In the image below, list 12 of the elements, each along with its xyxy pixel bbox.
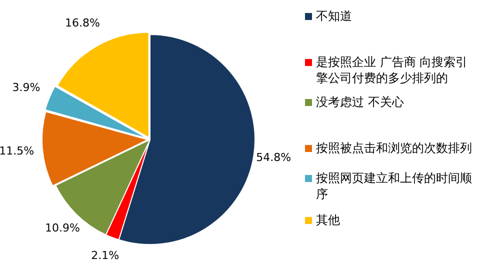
- data-label: 3.9%: [12, 81, 40, 94]
- legend-label: 按照被点击和浏览的次数排列: [316, 140, 473, 156]
- legend-label: 其他: [316, 212, 341, 228]
- data-label: 2.1%: [91, 249, 120, 262]
- data-label: 16.8%: [65, 16, 100, 30]
- legend-label: 是按照企业 广告商 向搜索引擎公司付费的多少排列的: [316, 54, 469, 86]
- data-label: 10.9%: [44, 222, 80, 235]
- legend-label: 不知道: [316, 8, 353, 24]
- data-label: 11.5%: [0, 144, 34, 158]
- legend-label: 没考虑过 不关心: [316, 94, 405, 110]
- data-label: 54.8%: [256, 151, 292, 164]
- legend-label: 按照网页建立和上传的时间顺序: [316, 170, 473, 202]
